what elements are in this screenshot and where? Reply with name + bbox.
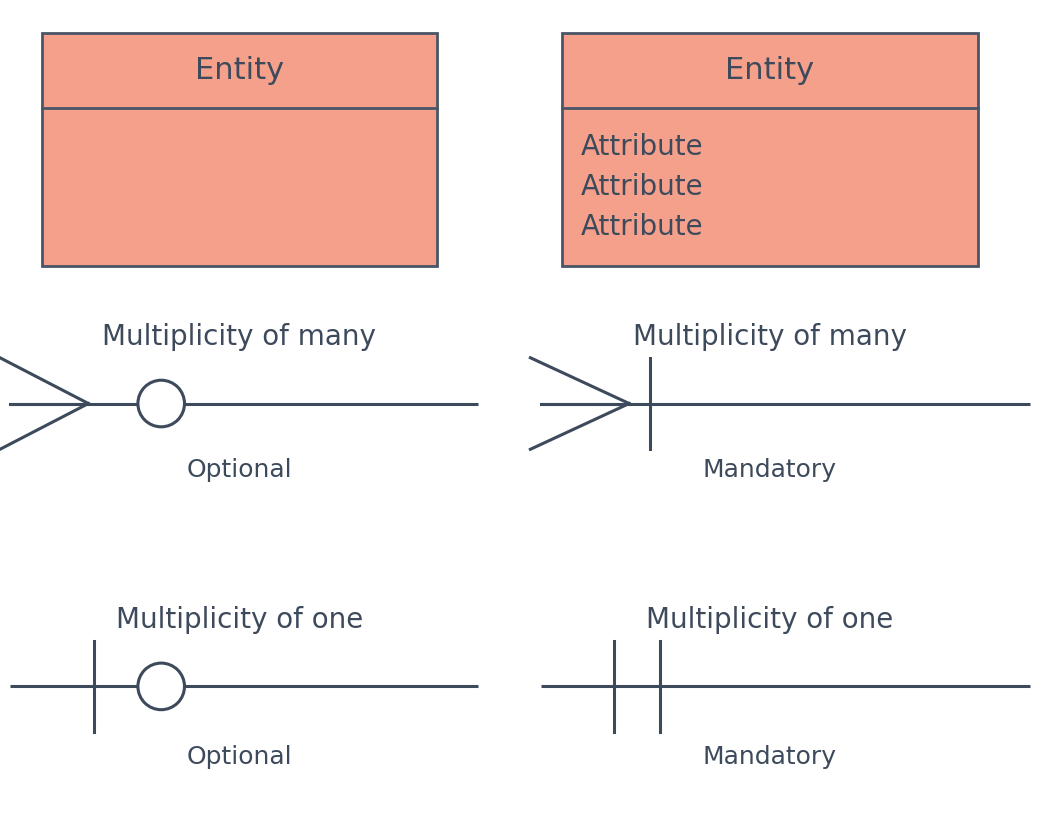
Text: Mandatory: Mandatory xyxy=(703,745,836,769)
Text: Entity: Entity xyxy=(194,56,284,85)
Text: Optional: Optional xyxy=(186,745,292,769)
Text: Attribute: Attribute xyxy=(580,213,703,240)
Text: Entity: Entity xyxy=(725,56,814,85)
Text: Multiplicity of many: Multiplicity of many xyxy=(102,323,376,351)
Text: Mandatory: Mandatory xyxy=(703,458,836,482)
Ellipse shape xyxy=(138,380,184,427)
Text: Multiplicity of one: Multiplicity of one xyxy=(115,606,363,634)
Text: Optional: Optional xyxy=(186,458,292,482)
Text: Multiplicity of many: Multiplicity of many xyxy=(632,323,907,351)
Text: Attribute: Attribute xyxy=(580,133,703,161)
Ellipse shape xyxy=(138,663,184,710)
Text: Multiplicity of one: Multiplicity of one xyxy=(646,606,893,634)
Bar xyxy=(562,33,978,266)
Bar xyxy=(42,33,437,266)
Text: Attribute: Attribute xyxy=(580,173,703,201)
